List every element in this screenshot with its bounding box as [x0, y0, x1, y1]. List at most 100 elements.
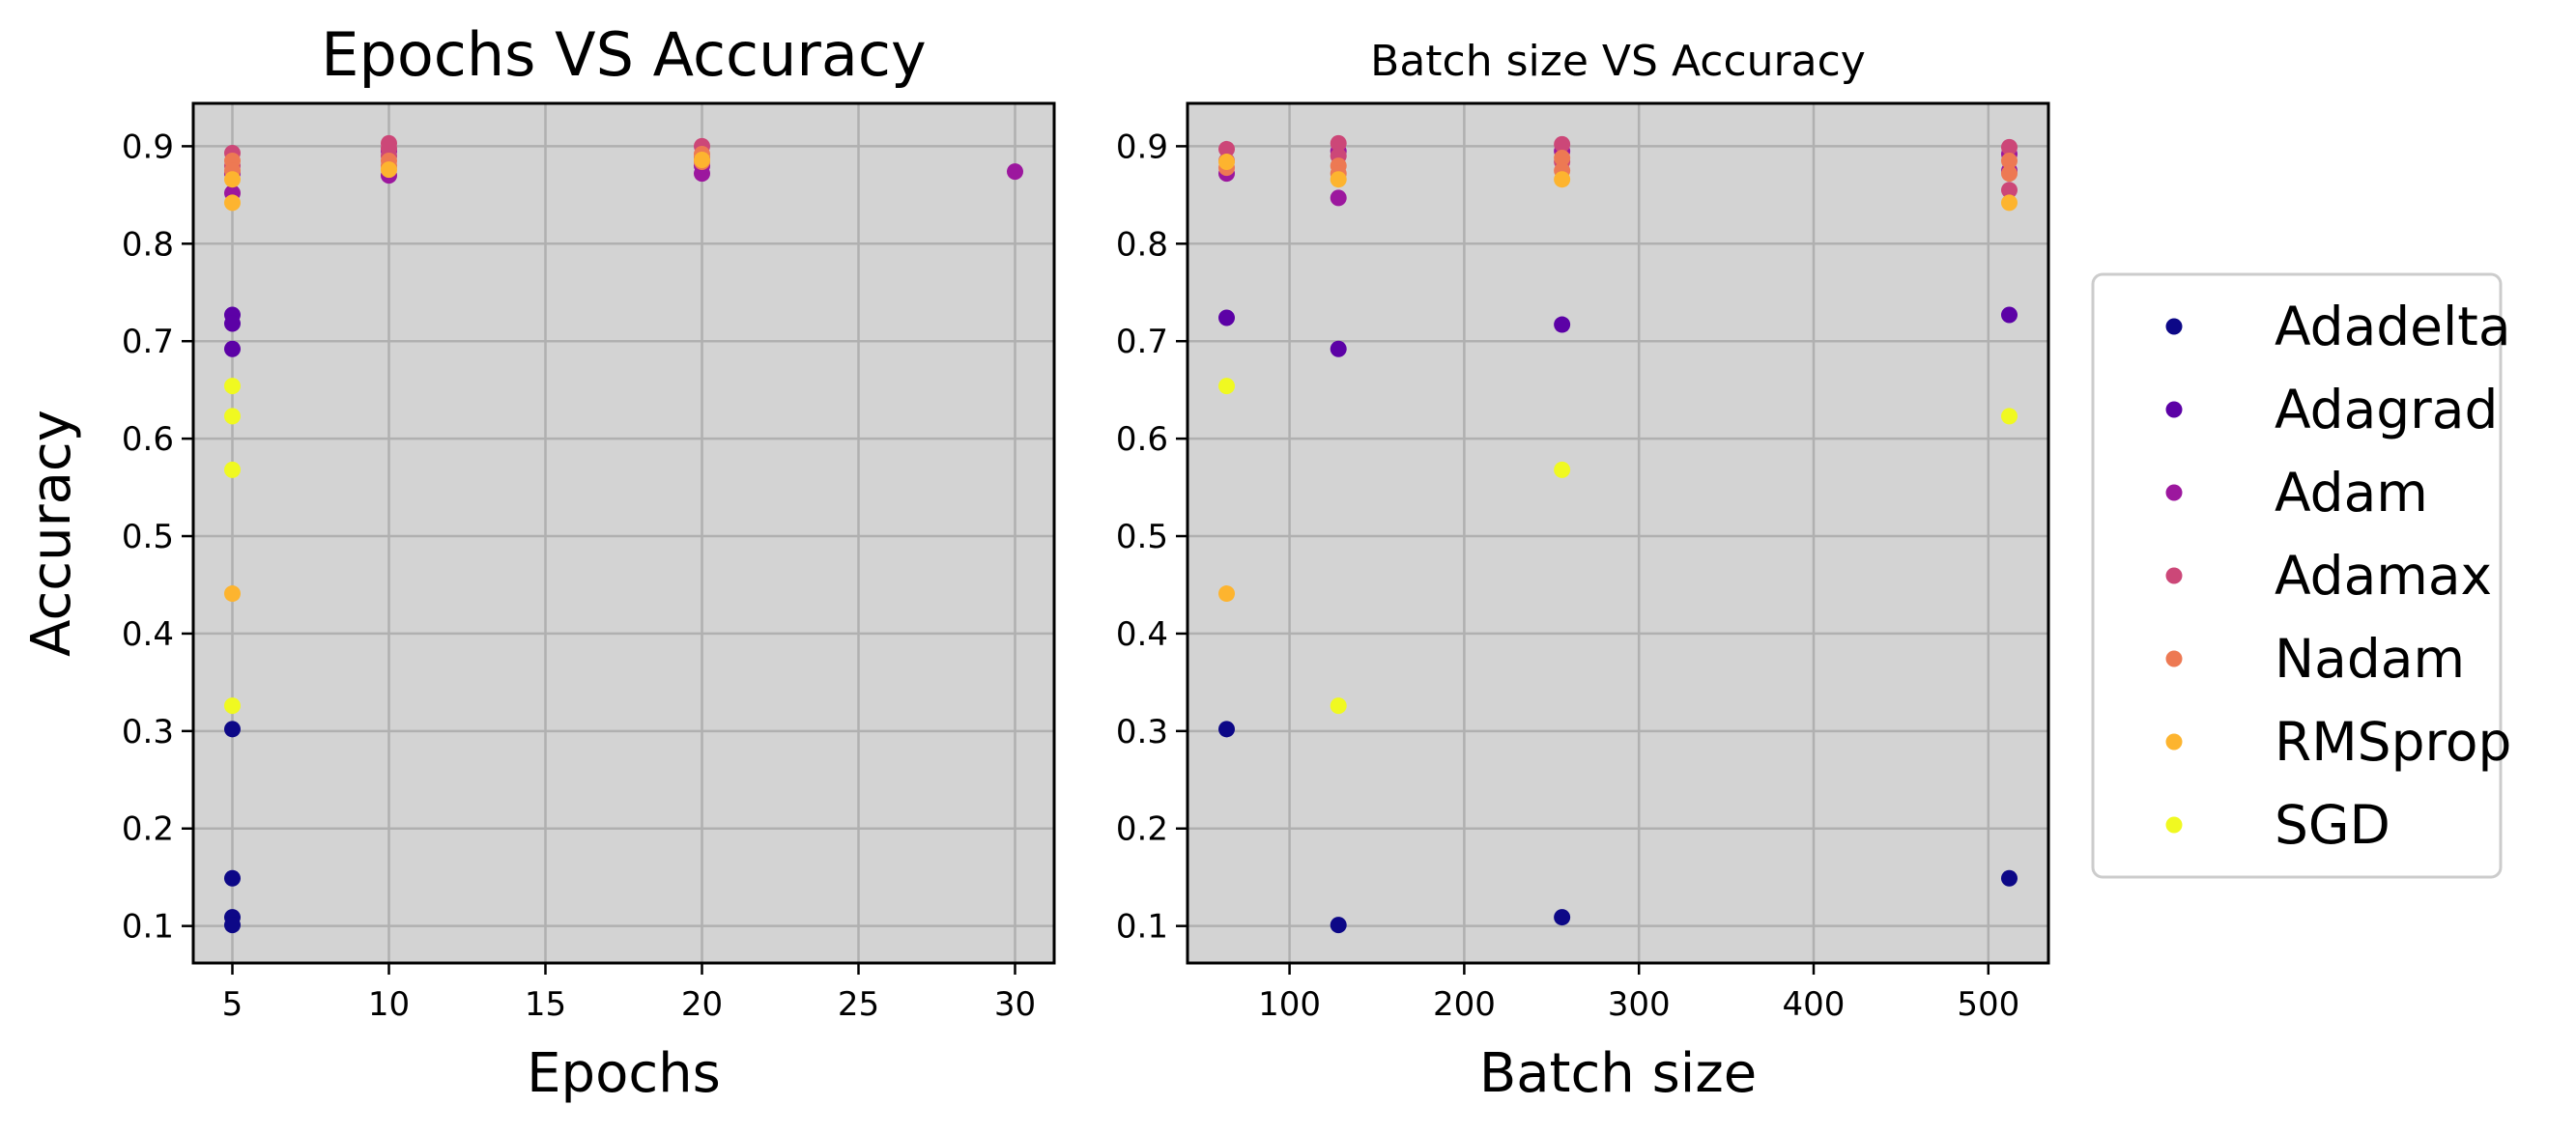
gridlines-epochs — [193, 103, 1054, 963]
points-epochs — [224, 134, 1023, 934]
legend-label-sgd: SGD — [2275, 794, 2390, 856]
x-tick-label-epochs: 15 — [525, 985, 566, 1024]
chart-title-epochs: Epochs VS Accuracy — [321, 19, 926, 90]
point-rmsprop — [694, 152, 710, 169]
y-tick-label-epochs: 0.6 — [122, 420, 174, 459]
point-adamax — [2001, 182, 2018, 199]
y-tick-label-batch-size: 0.9 — [1116, 128, 1168, 166]
x-axis-label-epochs: Epochs — [527, 1042, 721, 1105]
point-rmsprop — [224, 171, 241, 188]
point-adadelta — [1330, 917, 1347, 934]
point-adam — [1330, 189, 1347, 207]
point-adamax — [1218, 140, 1235, 157]
point-sgd — [224, 697, 241, 715]
legend-marker-adagrad — [2165, 401, 2183, 418]
point-sgd — [2001, 408, 2018, 425]
y-ticks-batch-size: 0.1 0.2 0.3 0.4 0.5 0.6 0.7 0.8 0.9 — [1116, 128, 1188, 947]
legend-marker-rmsprop — [2165, 733, 2183, 751]
point-sgd — [1218, 378, 1235, 395]
y-tick-label-batch-size: 0.3 — [1116, 713, 1168, 751]
point-adagrad — [1330, 340, 1347, 357]
legend-label-adadelta: Adadelta — [2275, 296, 2511, 357]
x-tick-label-batch-size: 500 — [1957, 985, 2019, 1024]
point-rmsprop — [381, 161, 397, 179]
legend-marker-adamax — [2165, 567, 2183, 584]
legend-box — [2091, 272, 2503, 879]
x-tick-label-epochs: 25 — [838, 985, 879, 1024]
y-tick-label-batch-size: 0.8 — [1116, 225, 1168, 264]
x-tick-label-batch-size: 300 — [1608, 985, 1671, 1024]
y-tick-label-epochs: 0.9 — [122, 128, 174, 166]
point-sgd — [1330, 697, 1347, 715]
point-adadelta — [2001, 869, 2018, 887]
point-adadelta — [1554, 909, 1571, 926]
point-adamax — [1330, 134, 1347, 152]
y-tick-label-epochs: 0.3 — [122, 713, 174, 751]
legend-marker-adadelta — [2165, 318, 2183, 335]
point-sgd — [1554, 461, 1571, 478]
y-tick-label-batch-size: 0.2 — [1116, 810, 1168, 849]
plot-frame-epochs — [191, 101, 1056, 965]
point-adadelta — [1218, 721, 1235, 738]
x-tick-label-epochs: 20 — [681, 985, 723, 1024]
point-adamax — [2001, 138, 2018, 156]
x-tick-label-epochs: 10 — [368, 985, 410, 1024]
y-tick-label-batch-size: 0.1 — [1116, 908, 1168, 947]
point-nadam — [2001, 153, 2018, 170]
y-tick-label-batch-size: 0.4 — [1116, 615, 1168, 654]
point-nadam — [2001, 165, 2018, 183]
x-tick-label-batch-size: 200 — [1433, 985, 1496, 1024]
x-ticks-epochs: 5 10 15 20 25 30 — [222, 963, 1036, 1024]
x-tick-label-epochs: 5 — [222, 985, 243, 1024]
y-tick-label-epochs: 0.1 — [122, 908, 174, 947]
point-rmsprop — [1218, 154, 1235, 171]
point-adadelta — [224, 869, 241, 887]
legend-marker-sgd — [2165, 816, 2183, 834]
legend-marker-nadam — [2165, 650, 2183, 667]
point-adagrad — [1218, 309, 1235, 326]
legend-marker-adam — [2165, 484, 2183, 501]
plot-area-epochs — [193, 103, 1054, 963]
y-tick-label-batch-size: 0.7 — [1116, 323, 1168, 361]
x-tick-label-batch-size: 400 — [1783, 985, 1846, 1024]
y-tick-label-batch-size: 0.5 — [1116, 518, 1168, 556]
point-adadelta — [224, 917, 241, 934]
legend-label-adamax: Adamax — [2275, 545, 2492, 607]
y-ticks-epochs: 0.1 0.2 0.3 0.4 0.5 0.6 0.7 0.8 0.9 — [122, 128, 193, 947]
y-axis-label-epochs: Accuracy — [20, 410, 83, 657]
legend-label-adagrad: Adagrad — [2275, 379, 2498, 440]
point-rmsprop — [224, 585, 241, 603]
point-rmsprop — [1330, 171, 1347, 188]
batch-size-accuracy-panel: 100 200 300 400 500 0.1 0.2 0.3 0.4 0.5 0.6 0.7 0.8… — [1116, 37, 2050, 1105]
x-tick-label-batch-size: 100 — [1258, 985, 1321, 1024]
x-tick-label-epochs: 30 — [994, 985, 1036, 1024]
legend: Adadelta Adagrad Adam Adamax Nadam RMSprop SGD — [2091, 272, 2511, 879]
point-nadam — [1554, 150, 1571, 167]
point-sgd — [224, 408, 241, 425]
point-adagrad — [224, 340, 241, 357]
point-sgd — [224, 378, 241, 395]
point-adamax — [1554, 135, 1571, 153]
plot-area-batch-size — [1188, 103, 2048, 963]
point-adadelta — [224, 721, 241, 738]
y-tick-label-epochs: 0.8 — [122, 225, 174, 264]
point-adagrad — [224, 315, 241, 332]
y-tick-label-epochs: 0.2 — [122, 810, 174, 849]
y-tick-label-epochs: 0.7 — [122, 323, 174, 361]
point-rmsprop — [1554, 171, 1571, 188]
x-axis-label-batch-size: Batch size — [1479, 1042, 1757, 1105]
point-rmsprop — [2001, 194, 2018, 212]
x-ticks-batch-size: 100 200 300 400 500 — [1258, 963, 2019, 1024]
point-sgd — [224, 461, 241, 478]
point-rmsprop — [224, 194, 241, 212]
y-tick-label-epochs: 0.5 — [122, 518, 174, 556]
epochs-accuracy-panel: 5 10 15 20 25 30 0.10.20.30.40.50.60.70.80.9 … — [20, 19, 1056, 1105]
legend-label-rmsprop: RMSprop — [2275, 711, 2511, 773]
y-tick-label-batch-size: 0.6 — [1116, 420, 1168, 459]
y-tick-label-epochs: 0.4 — [122, 615, 174, 654]
chart-title-batch-size: Batch size VS Accuracy — [1370, 37, 1866, 86]
point-adagrad — [2001, 306, 2018, 324]
point-adam — [1007, 163, 1023, 181]
legend-label-adam: Adam — [2275, 462, 2428, 524]
